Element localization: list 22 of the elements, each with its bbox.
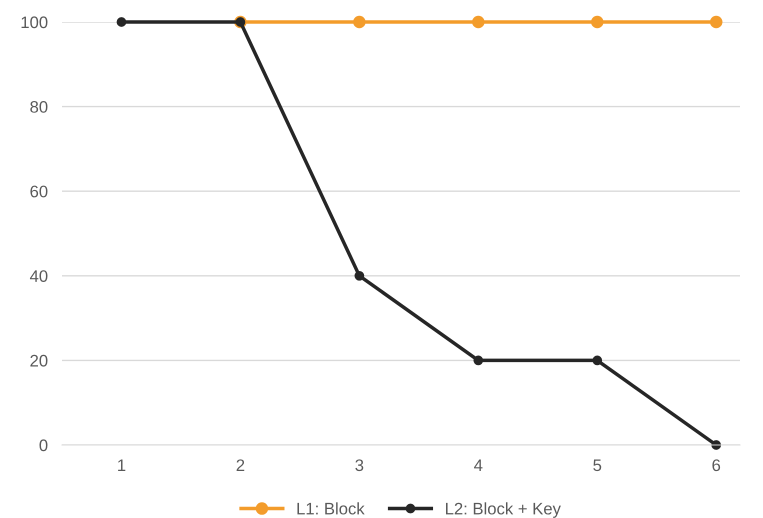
point [591,16,604,28]
y-tick-label: 0 [39,439,48,452]
y-tick-label: 60 [30,186,48,198]
y-tick-label: 20 [30,354,48,367]
x-tick-label: 5 [593,460,602,472]
point [472,16,485,28]
point [353,16,366,28]
legend-label: L1: Block [297,502,365,515]
point [592,356,602,366]
legend-label: L2: Block + Key [446,502,561,518]
y-tick-label: 40 [30,270,48,282]
x-tick-label: 4 [474,460,482,471]
point [710,16,722,28]
x-tick-label: 6 [712,459,720,472]
x-tick-label: 3 [355,459,364,472]
x-tick-label: 1 [118,460,126,471]
y-tick-label: 100 [22,16,48,28]
point [473,356,484,366]
point [116,17,126,27]
y-tick-label: 80 [30,101,48,113]
x-tick-label: 2 [236,459,244,471]
point [354,270,364,281]
